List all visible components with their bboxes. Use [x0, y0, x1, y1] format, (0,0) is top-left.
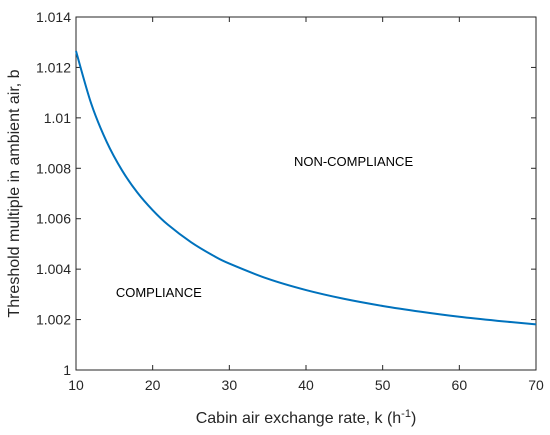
- region-label-1: COMPLIANCE: [116, 285, 202, 300]
- y-tick-label: 1.014: [36, 9, 71, 25]
- y-tick-label: 1.006: [36, 211, 71, 227]
- x-tick-label: 70: [528, 377, 544, 393]
- y-tick-label: 1.002: [36, 312, 71, 328]
- region-label-0: NON-COMPLIANCE: [294, 154, 414, 169]
- x-tick-label: 50: [375, 377, 391, 393]
- y-tick-label: 1.008: [36, 160, 71, 176]
- y-ticks: 1 1.002 1.004 1.006 1.008 1.01 1.012 1.014: [36, 9, 536, 378]
- y-tick-label: 1.004: [36, 261, 71, 277]
- x-ticks: 10 20 30 40 50 60 70: [68, 17, 544, 393]
- x-tick-label: 20: [145, 377, 161, 393]
- plot-frame: [75, 16, 537, 371]
- x-axis-label: Cabin air exchange rate, k (h-1): [196, 408, 417, 427]
- annotations: NON-COMPLIANCE COMPLIANCE: [116, 154, 414, 300]
- y-tick-label: 1.012: [36, 59, 71, 75]
- plot-area: 1 1.002 1.004 1.006 1.008 1.01 1.012 1.014 10 20…: [36, 9, 544, 393]
- series-line-0: [75, 50, 537, 326]
- y-axis-label: Threshold multiple in ambient air, b: [6, 69, 23, 317]
- x-tick-label: 10: [68, 377, 84, 393]
- series-group: [75, 50, 537, 326]
- y-tick-label: 1.01: [44, 110, 71, 126]
- x-tick-label: 60: [452, 377, 468, 393]
- y-tick-label: 1: [63, 362, 71, 378]
- x-tick-label: 30: [222, 377, 238, 393]
- x-tick-label: 40: [298, 377, 314, 393]
